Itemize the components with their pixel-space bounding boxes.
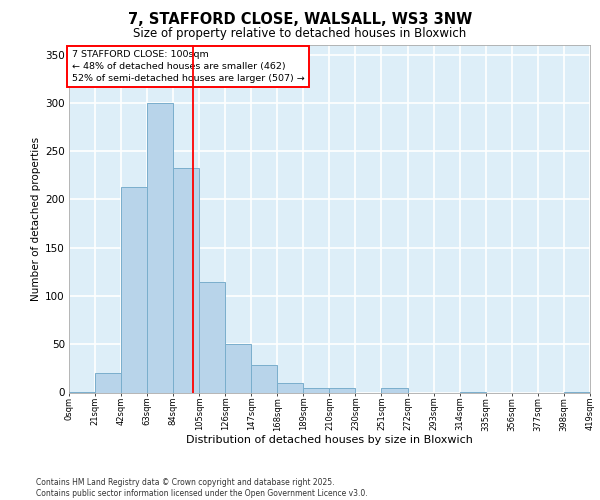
Bar	[277, 383, 304, 392]
Bar	[225, 344, 251, 393]
Bar	[95, 373, 121, 392]
Text: Contains HM Land Registry data © Crown copyright and database right 2025.
Contai: Contains HM Land Registry data © Crown c…	[36, 478, 368, 498]
Bar	[121, 187, 147, 392]
Y-axis label: Number of detached properties: Number of detached properties	[31, 136, 41, 301]
Bar	[147, 103, 173, 393]
Bar	[329, 388, 355, 392]
Bar	[382, 388, 407, 392]
X-axis label: Distribution of detached houses by size in Bloxwich: Distribution of detached houses by size …	[186, 435, 473, 445]
Bar	[304, 388, 329, 392]
Text: Size of property relative to detached houses in Bloxwich: Size of property relative to detached ho…	[133, 28, 467, 40]
Text: 7, STAFFORD CLOSE, WALSALL, WS3 3NW: 7, STAFFORD CLOSE, WALSALL, WS3 3NW	[128, 12, 472, 26]
Bar	[199, 282, 225, 393]
Bar	[173, 168, 199, 392]
Bar	[251, 364, 277, 392]
Text: 7 STAFFORD CLOSE: 100sqm
← 48% of detached houses are smaller (462)
52% of semi-: 7 STAFFORD CLOSE: 100sqm ← 48% of detach…	[71, 50, 304, 83]
